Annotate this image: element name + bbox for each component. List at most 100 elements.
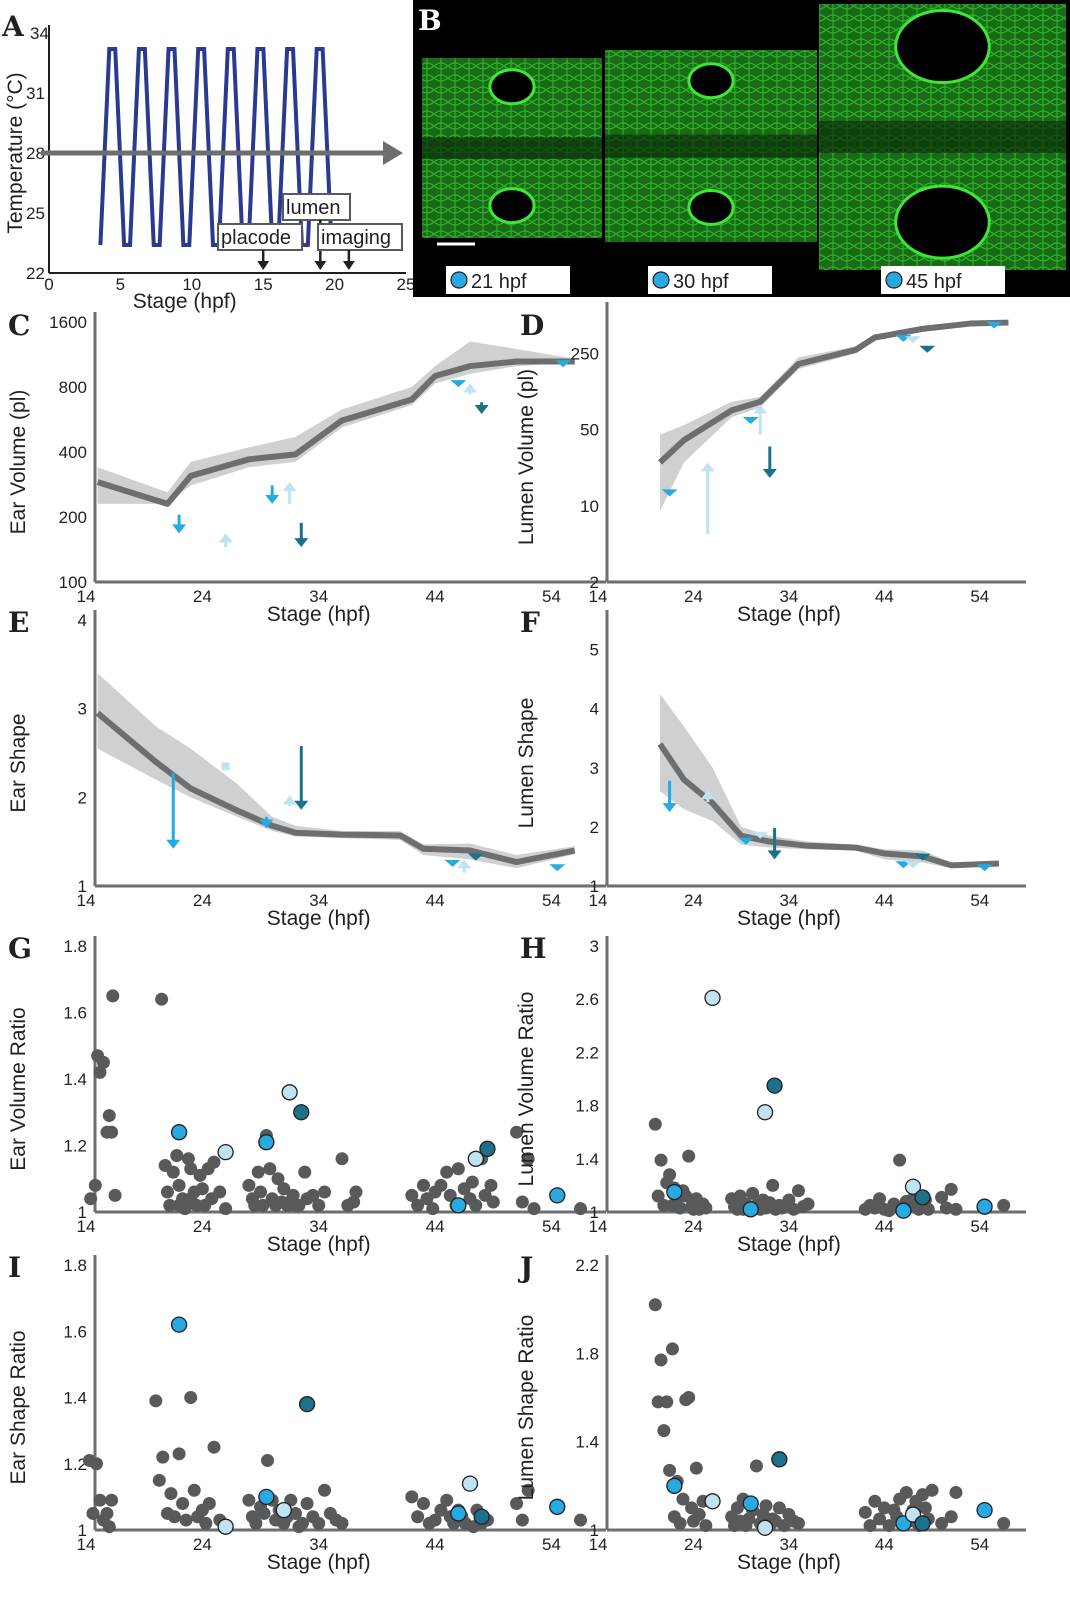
x-tick-label: 24 — [684, 891, 703, 910]
data-point — [465, 1175, 479, 1189]
shift-arrow — [166, 772, 181, 849]
x-tick-label: 44 — [875, 587, 894, 606]
data-point — [949, 1485, 963, 1499]
data-point — [451, 1162, 465, 1176]
panel-label-b: B — [418, 4, 442, 37]
y-axis-label: Ear Shape — [7, 713, 30, 812]
y-tick-label: 2 — [590, 818, 599, 837]
highlight-point — [450, 1505, 467, 1522]
x-tick-label: 0 — [44, 275, 53, 294]
data-point — [335, 1152, 349, 1166]
y-tick-label: 28 — [26, 144, 45, 163]
data-point — [176, 1497, 190, 1510]
highlight-point — [450, 1197, 467, 1214]
highlight-point — [170, 1316, 188, 1333]
highlight-point — [170, 1124, 188, 1141]
y-tick-label: 1.6 — [63, 1322, 87, 1341]
data-point — [935, 1516, 949, 1530]
data-point — [195, 1182, 209, 1196]
stage-label: 45 hpf — [906, 271, 962, 293]
micrograph-3 — [819, 4, 1066, 270]
x-tick-label: 34 — [779, 891, 798, 910]
y-tick-label: 1600 — [49, 313, 87, 332]
micrograph-2 — [605, 50, 817, 242]
data-point — [156, 1450, 170, 1464]
x-tick-label: 54 — [970, 587, 989, 606]
data-point — [574, 1202, 588, 1216]
x-tick-label: 25 — [397, 275, 416, 294]
y-tick-label: 34 — [30, 24, 49, 43]
data-point — [187, 1483, 201, 1497]
x-tick-label: 44 — [426, 891, 445, 910]
highlight-point — [704, 989, 721, 1007]
y-tick-label: 400 — [59, 443, 87, 462]
x-axis-label: Stage (hpf) — [267, 603, 371, 626]
data-point — [443, 1188, 457, 1202]
data-point — [96, 1055, 110, 1069]
x-tick-label: 10 — [182, 275, 201, 294]
panel-j: J 1 1.4 1.8 2.2 14 24 34 44 54 Lumen Shape Ratio St… — [515, 1251, 1026, 1574]
shift-arrow-head — [919, 345, 936, 353]
data-point — [254, 1185, 268, 1199]
data-point — [925, 1483, 939, 1497]
data-point — [772, 1501, 786, 1515]
panel-label-a: A — [1, 10, 25, 43]
x-tick-label: 44 — [875, 1535, 894, 1554]
data-point — [873, 1192, 887, 1206]
shift-arrow-head — [294, 538, 309, 548]
x-tick-label: 14 — [589, 891, 608, 910]
x-tick-label: 54 — [970, 1535, 989, 1554]
y-axis-label: Lumen Shape Ratio — [515, 1315, 538, 1501]
y-tick-label: 4 — [78, 611, 87, 630]
highlight-point — [298, 1395, 316, 1413]
data-point — [105, 1493, 119, 1507]
otic-vesicle-top — [894, 9, 991, 85]
stage-badge-1: 21 hpf — [446, 266, 570, 294]
data-point — [440, 1493, 454, 1507]
data-point — [184, 1162, 198, 1176]
y-tick-label: 1.4 — [63, 1389, 87, 1408]
data-point — [93, 1493, 107, 1507]
highlight-point — [666, 1477, 683, 1494]
x-tick-label: 20 — [325, 275, 344, 294]
y-tick-label: 1 — [590, 1203, 599, 1222]
data-point — [893, 1153, 907, 1167]
shift-arrow — [753, 404, 768, 435]
shift-arrow-head — [444, 859, 461, 867]
data-point — [648, 1298, 662, 1312]
highlight-point — [704, 1493, 721, 1510]
x-tick-label: 54 — [542, 587, 561, 606]
data-point — [312, 1516, 326, 1530]
data-point — [102, 1520, 116, 1534]
data-point — [242, 1493, 256, 1507]
data-point — [181, 1152, 195, 1166]
shift-arrow-head — [172, 524, 187, 534]
y-tick-label: 1.4 — [575, 1150, 599, 1169]
x-tick-label: 54 — [970, 891, 989, 910]
event-label: placode — [221, 227, 291, 249]
y-tick-label: 800 — [59, 378, 87, 397]
data-point — [944, 1182, 958, 1196]
shift-arrow-head — [700, 462, 715, 472]
data-point — [682, 1391, 696, 1404]
confidence-band — [660, 693, 999, 869]
data-point — [89, 1457, 103, 1471]
shift-arrow — [905, 861, 921, 869]
panel-h: H 1 1.4 1.8 2.2 2.6 3 14 24 34 44 54 Lumen Volume Ra… — [515, 932, 1026, 1256]
data-point — [899, 1485, 913, 1499]
y-tick-label: 3 — [78, 700, 87, 719]
data-point — [207, 1440, 221, 1454]
data-point — [166, 1165, 180, 1179]
x-tick-label: 34 — [779, 1535, 798, 1554]
data-point — [484, 1178, 498, 1192]
data-point — [286, 1188, 300, 1202]
data-point — [791, 1184, 805, 1198]
otic-vesicle-bottom — [488, 187, 536, 225]
data-point — [163, 1198, 177, 1212]
y-tick-label: 1.8 — [63, 937, 87, 956]
data-point — [160, 1185, 174, 1199]
panel-label-e: E — [8, 606, 29, 639]
event-arrow-head — [342, 261, 355, 270]
data-point — [440, 1165, 454, 1179]
